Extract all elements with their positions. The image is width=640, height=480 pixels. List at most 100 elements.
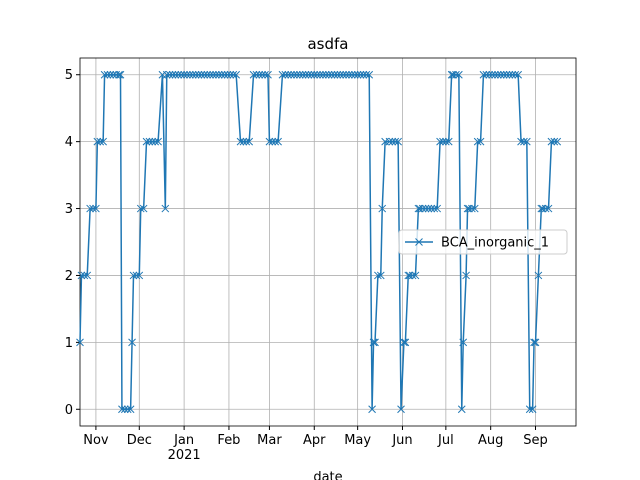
data-point — [345, 70, 353, 79]
y-tick-label: 3 — [65, 202, 73, 217]
x-tick-label: Jun — [391, 433, 412, 448]
data-point — [327, 70, 336, 79]
data-point — [365, 70, 374, 79]
data-point — [538, 204, 547, 213]
x-tick-label: Apr — [303, 433, 326, 448]
data-point — [511, 70, 520, 79]
data-point — [293, 70, 301, 79]
x-axis-label: date — [313, 470, 342, 480]
data-point — [391, 137, 400, 146]
legend-label: BCA_inorganic_1 — [441, 236, 549, 251]
x-tick-label: Dec — [127, 433, 152, 448]
data-point — [126, 405, 135, 414]
data-point — [186, 70, 194, 79]
data-point — [401, 338, 410, 347]
data-point — [161, 204, 170, 213]
data-point — [162, 70, 171, 79]
data-point — [168, 70, 177, 79]
data-point — [255, 70, 264, 79]
data-point — [449, 70, 457, 79]
data-point — [106, 70, 115, 79]
data-point — [249, 70, 258, 79]
data-point — [324, 70, 333, 79]
data-point — [439, 137, 447, 146]
data-point — [473, 137, 482, 146]
data-point — [522, 137, 531, 146]
data-point — [411, 271, 420, 280]
data-point — [264, 70, 272, 79]
data-point — [444, 137, 453, 146]
data-point — [353, 70, 362, 79]
data-point — [547, 137, 556, 146]
data-point — [517, 137, 525, 146]
data-point — [436, 137, 444, 146]
data-point — [123, 405, 132, 414]
x-tick-label: Aug — [478, 433, 503, 448]
legend-marker — [415, 238, 423, 246]
data-point — [80, 271, 89, 280]
data-point — [505, 70, 514, 79]
data-point — [298, 70, 307, 79]
data-point — [281, 70, 290, 79]
data-point — [132, 271, 141, 280]
data-point — [452, 70, 460, 79]
data-point — [336, 70, 345, 79]
data-point — [242, 137, 251, 146]
y-tick-label: 2 — [65, 269, 73, 284]
data-point — [528, 405, 537, 414]
data-point — [388, 137, 397, 146]
data-point — [541, 204, 550, 213]
data-point — [154, 137, 162, 146]
data-point — [430, 204, 439, 213]
data-point — [494, 70, 502, 79]
data-point — [265, 137, 274, 146]
data-point — [356, 70, 365, 79]
data-point — [206, 70, 214, 79]
data-point — [488, 70, 496, 79]
x-tick-label: Nov — [83, 433, 109, 448]
data-point — [342, 70, 350, 79]
data-point — [502, 70, 511, 79]
legend-box — [398, 229, 568, 255]
data-point — [92, 204, 100, 213]
data-point — [520, 137, 528, 146]
data-point — [462, 271, 470, 280]
data-point — [394, 137, 402, 146]
data-point — [278, 70, 287, 79]
data-point — [476, 137, 485, 146]
data-point — [550, 137, 559, 146]
data-point — [212, 70, 220, 79]
data-point — [258, 70, 267, 79]
data-point — [220, 70, 229, 79]
data-point — [209, 70, 217, 79]
data-point — [129, 271, 138, 280]
data-point — [371, 338, 379, 347]
data-point — [261, 70, 269, 79]
data-point — [359, 70, 368, 79]
data-point — [290, 70, 298, 79]
x-tick-label: Mar — [257, 433, 282, 448]
data-point — [139, 204, 148, 213]
y-tick-label: 5 — [65, 68, 73, 83]
data-point — [118, 405, 126, 414]
data-point — [214, 70, 223, 79]
data-point — [348, 70, 356, 79]
data-point — [236, 137, 245, 146]
data-point — [385, 137, 394, 146]
data-point — [376, 271, 385, 280]
x-tick-label: May — [344, 433, 371, 448]
data-point — [508, 70, 517, 79]
x-tick-label: Feb — [217, 433, 240, 448]
data-point — [295, 70, 304, 79]
data-point — [86, 204, 94, 213]
data-point — [148, 137, 157, 146]
data-point — [89, 204, 97, 213]
data-point — [145, 137, 154, 146]
data-point — [479, 70, 488, 79]
data-point — [183, 70, 191, 79]
data-point — [534, 271, 543, 280]
data-point — [188, 70, 197, 79]
data-point — [171, 70, 180, 79]
data-point — [191, 70, 200, 79]
data-point — [544, 204, 553, 213]
